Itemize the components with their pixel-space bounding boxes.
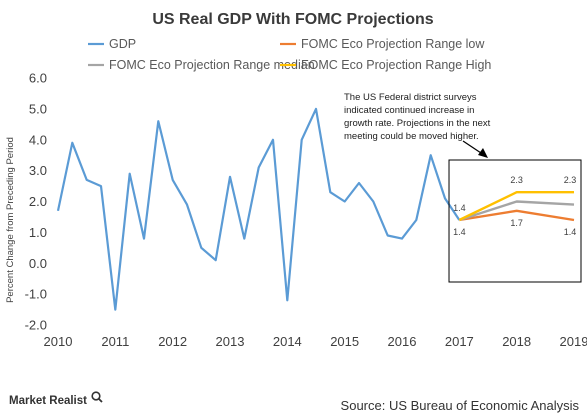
y-tick-label: 6.0	[29, 71, 47, 86]
projection-zoom-box	[448, 159, 582, 283]
data-label-3-0: 1.4	[453, 203, 466, 213]
zoom-box-frame	[448, 159, 582, 283]
y-tick-label: 2.0	[29, 194, 47, 209]
y-tick-label: 4.0	[29, 132, 47, 147]
y-tick-label: -1.0	[25, 287, 47, 302]
x-tick-label: 2017	[445, 334, 474, 349]
annotation: The US Federal district surveys indicated…	[344, 92, 491, 158]
legend-label-2: FOMC Eco Projection Range median	[109, 58, 315, 72]
series-line-0	[56, 107, 461, 311]
y-axis-ticks: -2.0 -1.0 0.0 1.0 2.0 3.0 4.0 5.0 6.0	[25, 71, 47, 333]
data-label-3-1: 2.3	[510, 175, 523, 185]
magnifier-icon	[91, 391, 103, 403]
data-label-1-0: 1.4	[453, 227, 466, 237]
data-label-1-2: 1.4	[564, 227, 577, 237]
y-axis-label: Percent Change from Preceding Period	[5, 137, 16, 303]
x-tick-label: 2012	[158, 334, 187, 349]
x-tick-label: 2015	[330, 334, 359, 349]
x-tick-label: 2019	[560, 334, 587, 349]
brand-logo: Market Realist	[9, 391, 103, 407]
x-tick-label: 2018	[502, 334, 531, 349]
source-note: Source: US Bureau of Economic Analysis	[341, 398, 580, 413]
legend-label-1: FOMC Eco Projection Range low	[301, 37, 485, 51]
x-tick-label: 2011	[101, 334, 129, 349]
y-tick-label: 3.0	[29, 163, 47, 178]
legend-label-0: GDP	[109, 37, 136, 51]
annotation-line-3: meeting could be moved higher.	[344, 131, 479, 142]
y-tick-label: 1.0	[29, 225, 47, 240]
data-labels: 1.4 1.7 1.4 1.4 2.3 2.3	[453, 175, 576, 237]
data-label-1-1: 1.7	[510, 218, 523, 228]
legend-label-3: FOMC Eco Projection Range High	[301, 58, 491, 72]
series-line-2	[458, 200, 575, 222]
x-tick-label: 2013	[216, 334, 245, 349]
chart-title: US Real GDP With FOMC Projections	[152, 11, 433, 28]
annotation-arrow-head	[478, 148, 488, 158]
y-tick-label: 0.0	[29, 256, 47, 271]
series-line-3	[458, 190, 574, 222]
annotation-line-1: indicated continued increase in	[344, 105, 474, 116]
x-tick-label: 2016	[388, 334, 417, 349]
x-axis-ticks: 2010 2011 2012 2013 2014 2015 2016 2017 2018 2019	[44, 334, 587, 349]
y-tick-label: -2.0	[25, 318, 47, 333]
chart-legend: GDP FOMC Eco Projection Range low FOMC Eco…	[88, 37, 491, 72]
annotation-line-0: The US Federal district surveys	[344, 92, 477, 103]
y-tick-label: 5.0	[29, 101, 47, 116]
x-tick-label: 2010	[44, 334, 73, 349]
series-layer	[56, 107, 575, 311]
brand-name: Market Realist	[9, 395, 87, 407]
data-label-3-2: 2.3	[564, 175, 577, 185]
annotation-line-2: growth rate. Projections in the next	[344, 118, 491, 129]
series-line-1	[459, 209, 575, 222]
x-tick-label: 2014	[273, 334, 302, 349]
